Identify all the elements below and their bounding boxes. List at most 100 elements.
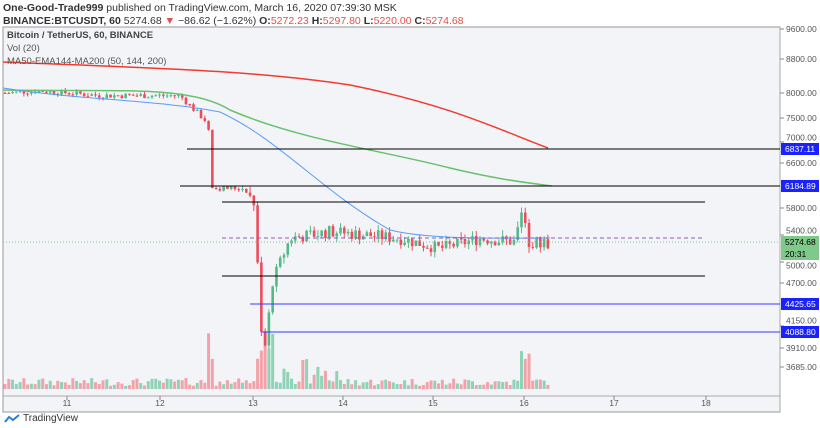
volume-bar — [519, 351, 523, 389]
legend-ma[interactable]: MA50-EMA144-MA200 (50, 144, 200) — [7, 56, 167, 67]
volume-bar — [384, 379, 388, 389]
candle-body — [335, 233, 339, 237]
candle-body — [444, 241, 448, 248]
volume-bar — [290, 378, 294, 389]
volume-bar — [184, 378, 188, 389]
candles — [3, 87, 550, 349]
candle-body — [486, 240, 489, 244]
candle-body — [3, 93, 7, 94]
volume-bar — [501, 381, 505, 389]
price-chart[interactable]: 9600.00 8800.00 8000.00 7500.00 7000.00 6600.… — [0, 26, 820, 418]
price-axis[interactable]: 9600.00 8800.00 8000.00 7500.00 7000.00 6600.… — [780, 26, 819, 372]
c-label: C: — [414, 15, 426, 27]
time-tick-label: 13 — [248, 398, 258, 408]
volume-bar — [372, 385, 376, 389]
volume-bar — [376, 384, 380, 389]
candle-body — [474, 236, 478, 246]
volume-bar — [22, 378, 26, 389]
volume-bar — [207, 333, 211, 389]
price-tick-label: 8000.00 — [786, 88, 817, 98]
tradingview-logo[interactable]: TradingView — [4, 413, 78, 424]
candle-body — [373, 236, 376, 238]
volume-bar — [305, 359, 309, 389]
volume-bar — [331, 381, 335, 389]
volume-bar — [222, 384, 226, 389]
candle-body — [244, 188, 248, 193]
candle-body — [425, 247, 429, 249]
time-tick-label: 14 — [338, 398, 348, 408]
author[interactable]: One-Good-Trade999 — [3, 2, 104, 14]
volume-bar — [448, 383, 452, 389]
candle-body — [116, 95, 120, 97]
candle-body — [90, 94, 94, 96]
candle-body — [15, 91, 18, 93]
volume-bar — [308, 383, 312, 389]
volume-bar — [342, 383, 346, 389]
volume-bar — [301, 359, 305, 389]
candle-body — [37, 90, 41, 93]
candle-body — [41, 90, 44, 92]
candle-body — [124, 93, 127, 99]
symbol-line: BINANCE:BTCUSDT, 60 5274.68 ▼ −86.62 (−1… — [3, 15, 464, 27]
candle-body — [312, 230, 316, 237]
candle-body — [501, 236, 504, 243]
time-tick-label: 17 — [609, 398, 619, 408]
candle-body — [309, 230, 312, 232]
candle-body — [177, 94, 180, 96]
candle-body — [271, 286, 274, 313]
volume-bar — [388, 381, 392, 389]
volume-bar — [75, 380, 79, 389]
candle-body — [211, 129, 214, 188]
volume-bar — [37, 379, 41, 389]
candle-body — [365, 232, 369, 237]
time-axis[interactable]: 11 12 13 14 15 16 17 18 — [63, 396, 711, 408]
volume-bar — [127, 385, 131, 389]
candle-body — [241, 188, 244, 190]
candle-body — [11, 92, 14, 94]
volume-bar — [3, 384, 7, 389]
volume-bar — [497, 381, 501, 389]
drawn-lines[interactable] — [3, 148, 780, 333]
volume-bar — [470, 381, 474, 389]
price-tick-label: 7500.00 — [786, 113, 817, 123]
volume-bar — [109, 385, 113, 389]
volume-bar — [161, 382, 165, 389]
volume-bar — [403, 380, 407, 389]
volume-bar — [395, 384, 399, 389]
volume-bar — [29, 383, 33, 389]
volume-bar — [112, 384, 116, 389]
l-label: L: — [363, 15, 374, 27]
volume-bar — [248, 383, 252, 389]
volume-bar — [82, 380, 86, 389]
candle-body — [346, 231, 350, 234]
candle-body — [139, 94, 143, 96]
price-tick-label: 5000.00 — [786, 261, 817, 271]
volume-bar — [135, 378, 139, 389]
volume-bar — [414, 384, 418, 389]
volume-bar — [124, 385, 128, 389]
volume-bar — [406, 385, 410, 389]
candle-body — [395, 239, 399, 241]
volume-bar — [78, 383, 82, 389]
candle-body — [369, 232, 372, 237]
candle-body — [263, 332, 267, 346]
volume-bar — [286, 371, 290, 389]
last-price: 5274.68 — [123, 15, 162, 27]
volume-bar — [278, 382, 282, 389]
volume-bar — [218, 381, 222, 389]
candle-body — [252, 195, 256, 206]
volume-bar — [312, 374, 316, 389]
candle-body — [403, 242, 406, 245]
candle-body — [531, 246, 535, 248]
candle-body — [546, 239, 550, 249]
volume-bar — [63, 382, 67, 389]
volume-bar — [493, 381, 497, 389]
candle-body — [433, 241, 437, 253]
volume-bar — [56, 380, 60, 389]
volume-bar — [195, 382, 199, 389]
legend-vol[interactable]: Vol (20) — [7, 43, 40, 54]
candle-body — [527, 223, 531, 247]
volume-bar — [316, 366, 320, 389]
volume-bar — [444, 384, 448, 389]
price-label: 4088.80 — [785, 327, 816, 337]
